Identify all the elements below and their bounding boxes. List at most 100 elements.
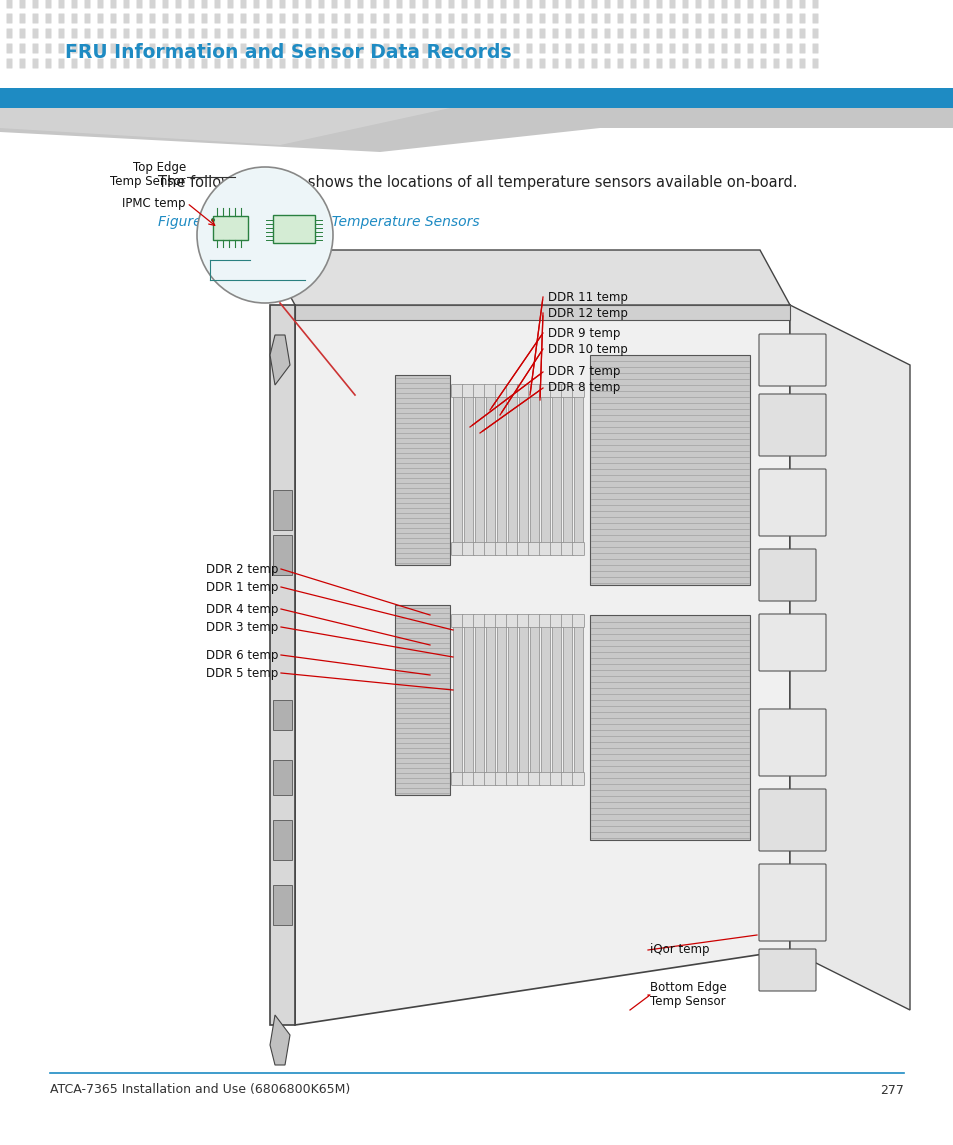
FancyBboxPatch shape [484,543,496,555]
FancyBboxPatch shape [708,0,714,8]
FancyBboxPatch shape [240,58,246,69]
Text: Temp Sensor: Temp Sensor [649,995,725,1009]
FancyBboxPatch shape [162,44,169,54]
Polygon shape [0,108,450,145]
FancyBboxPatch shape [695,0,700,8]
FancyBboxPatch shape [539,773,551,785]
FancyBboxPatch shape [572,385,584,397]
FancyBboxPatch shape [681,58,688,69]
FancyBboxPatch shape [760,14,765,24]
FancyBboxPatch shape [331,44,337,54]
FancyBboxPatch shape [293,14,298,24]
FancyBboxPatch shape [526,44,532,54]
FancyBboxPatch shape [799,14,804,24]
FancyBboxPatch shape [409,58,416,69]
FancyBboxPatch shape [474,14,480,24]
Bar [589,355,749,585]
FancyBboxPatch shape [370,14,376,24]
Bar [273,760,292,795]
FancyBboxPatch shape [643,44,649,54]
FancyBboxPatch shape [572,615,584,627]
Text: ATCA-7365 Installation and Use (6806800K65M): ATCA-7365 Installation and Use (6806800K… [50,1083,350,1097]
Bar [574,625,582,775]
FancyBboxPatch shape [461,58,467,69]
FancyBboxPatch shape [162,0,169,8]
Text: iQor temp: iQor temp [649,943,709,956]
FancyBboxPatch shape [759,334,825,386]
FancyBboxPatch shape [773,58,779,69]
FancyBboxPatch shape [812,14,818,24]
FancyBboxPatch shape [448,0,454,8]
FancyBboxPatch shape [253,58,259,69]
FancyBboxPatch shape [46,14,51,24]
Bar [213,216,248,240]
FancyBboxPatch shape [528,543,540,555]
FancyBboxPatch shape [318,44,324,54]
FancyBboxPatch shape [487,29,493,39]
FancyBboxPatch shape [734,29,740,39]
FancyBboxPatch shape [19,58,26,69]
Bar [273,490,292,530]
FancyBboxPatch shape [357,0,363,8]
FancyBboxPatch shape [396,44,402,54]
FancyBboxPatch shape [240,29,246,39]
FancyBboxPatch shape [214,29,220,39]
FancyBboxPatch shape [617,44,623,54]
FancyBboxPatch shape [539,14,545,24]
FancyBboxPatch shape [214,58,220,69]
FancyBboxPatch shape [331,58,337,69]
FancyBboxPatch shape [604,44,610,54]
FancyBboxPatch shape [150,0,155,8]
FancyBboxPatch shape [528,385,540,397]
FancyBboxPatch shape [773,44,779,54]
FancyBboxPatch shape [7,58,12,69]
Text: DDR 10 temp: DDR 10 temp [547,342,627,355]
FancyBboxPatch shape [85,44,91,54]
Text: DDR 9 temp: DDR 9 temp [547,326,619,340]
FancyBboxPatch shape [279,0,285,8]
FancyBboxPatch shape [19,14,26,24]
FancyBboxPatch shape [617,29,623,39]
FancyBboxPatch shape [150,29,155,39]
FancyBboxPatch shape [500,58,506,69]
FancyBboxPatch shape [85,58,91,69]
FancyBboxPatch shape [201,44,208,54]
Text: DDR 4 temp: DDR 4 temp [206,602,277,616]
FancyBboxPatch shape [370,44,376,54]
FancyBboxPatch shape [734,0,740,8]
FancyBboxPatch shape [435,44,441,54]
FancyBboxPatch shape [227,58,233,69]
FancyBboxPatch shape [785,14,792,24]
Text: DDR 3 temp: DDR 3 temp [206,621,277,633]
FancyBboxPatch shape [383,0,389,8]
FancyBboxPatch shape [422,58,428,69]
FancyBboxPatch shape [495,385,507,397]
FancyBboxPatch shape [111,14,116,24]
FancyBboxPatch shape [561,543,573,555]
FancyBboxPatch shape [681,29,688,39]
Bar [453,395,461,545]
FancyBboxPatch shape [293,0,298,8]
FancyBboxPatch shape [500,0,506,8]
FancyBboxPatch shape [747,29,753,39]
FancyBboxPatch shape [681,44,688,54]
Text: DDR 1 temp: DDR 1 temp [206,581,277,593]
FancyBboxPatch shape [46,44,51,54]
Polygon shape [0,108,953,152]
Bar [574,395,582,545]
FancyBboxPatch shape [189,44,194,54]
FancyBboxPatch shape [695,58,700,69]
FancyBboxPatch shape [473,773,485,785]
FancyBboxPatch shape [526,14,532,24]
FancyBboxPatch shape [495,773,507,785]
FancyBboxPatch shape [550,773,562,785]
FancyBboxPatch shape [526,58,532,69]
FancyBboxPatch shape [58,0,65,8]
Text: DDR 6 temp: DDR 6 temp [206,648,277,662]
Text: DDR 8 temp: DDR 8 temp [547,381,619,395]
FancyBboxPatch shape [46,0,51,8]
FancyBboxPatch shape [552,29,558,39]
FancyBboxPatch shape [760,44,765,54]
FancyBboxPatch shape [97,58,103,69]
FancyBboxPatch shape [734,58,740,69]
